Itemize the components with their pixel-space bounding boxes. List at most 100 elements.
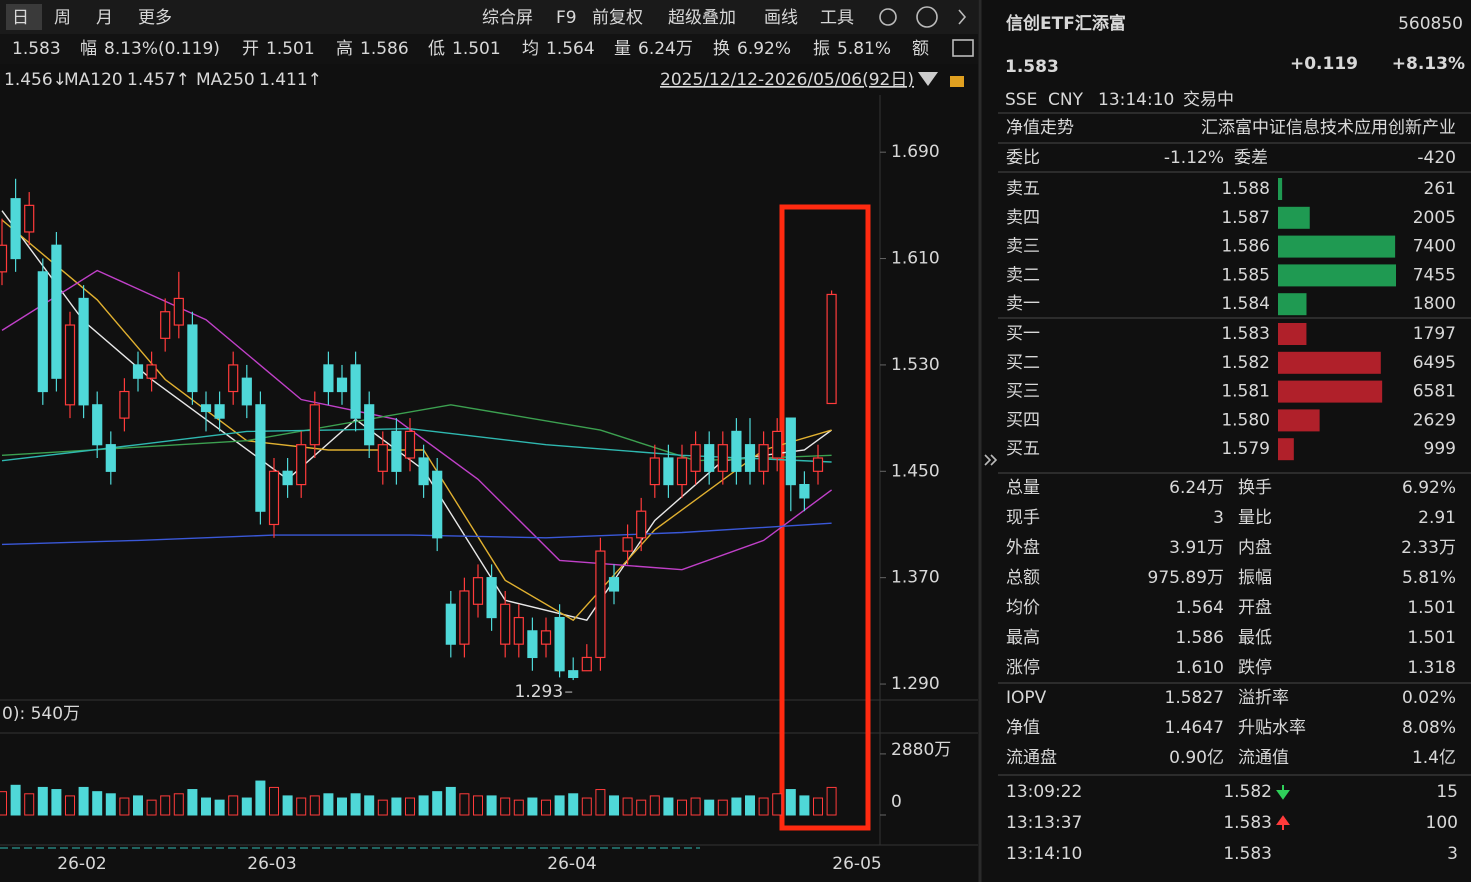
volume-bar — [377, 799, 388, 816]
lock-icon[interactable] — [950, 76, 964, 87]
volume-bar — [690, 797, 701, 816]
volume-bar — [282, 795, 293, 816]
tool-button[interactable]: F9 — [556, 8, 577, 28]
candle-body — [309, 404, 320, 446]
book-price: 1.581 — [1221, 382, 1270, 402]
volume-bar — [78, 786, 89, 816]
book-volume: 6581 — [1413, 382, 1456, 402]
volume-bar — [826, 786, 837, 816]
book-volume: 2005 — [1413, 208, 1456, 228]
expand-icon[interactable] — [958, 9, 967, 25]
candle-body — [377, 444, 388, 472]
candle-body — [146, 364, 157, 379]
info-value: 1.501 — [452, 39, 501, 59]
trade-time: 13:09:22 — [1006, 782, 1082, 802]
stat-value: 1.610 — [1175, 658, 1224, 678]
volume-bar — [677, 799, 687, 816]
ratio-value: -1.12% — [1164, 148, 1224, 168]
volume-bar — [772, 793, 783, 816]
dropdown-icon[interactable] — [918, 72, 938, 86]
nav-tab[interactable]: 净值走势 — [1006, 118, 1074, 138]
stat-label: 开盘 — [1238, 598, 1272, 618]
volume-bar — [160, 795, 171, 816]
ma-line — [1, 269, 833, 571]
volume-bar — [513, 799, 524, 816]
candle-body — [37, 271, 48, 393]
toolbar-icons[interactable] — [879, 6, 998, 466]
book-price: 1.585 — [1221, 265, 1270, 285]
price-change-pct: +8.13% — [1392, 54, 1465, 74]
tool-button[interactable]: 工具 — [820, 8, 854, 28]
volume-bar — [405, 797, 415, 816]
tool-button[interactable]: 前复权 — [592, 8, 643, 28]
tool-button[interactable]: 超级叠加 — [668, 8, 736, 28]
info-label: 量 — [614, 39, 631, 59]
volume-bar — [173, 793, 184, 816]
stat-value: 1.4亿 — [1412, 748, 1456, 768]
book-label: 买五 — [1006, 439, 1040, 459]
volume-bar — [758, 797, 769, 816]
period-tab[interactable]: 日 — [12, 8, 29, 28]
stat-value: 1.501 — [1407, 628, 1456, 648]
ratio-label: 委比 — [1006, 148, 1040, 168]
trade-price: 1.583 — [1223, 844, 1272, 864]
candle-body — [160, 311, 171, 339]
volume-bar — [622, 797, 633, 816]
x-tick-label: 26-05 — [832, 854, 881, 874]
volume-bar — [10, 784, 21, 816]
volume-bar — [0, 791, 7, 816]
period-tab[interactable]: 更多 — [138, 8, 172, 28]
stat-value: 1.586 — [1175, 628, 1224, 648]
book-price: 1.588 — [1221, 179, 1270, 199]
book-bar — [1278, 323, 1307, 345]
candle-body — [826, 293, 837, 405]
info-label: 低 — [428, 39, 445, 59]
candle-body — [404, 430, 416, 459]
stat-label: 净值 — [1006, 718, 1040, 738]
tool-button[interactable]: 综合屏 — [482, 8, 533, 28]
help-icon[interactable] — [916, 6, 938, 28]
candle-body — [132, 364, 144, 379]
candle-body — [255, 404, 266, 512]
stat-value: 6.24万 — [1169, 478, 1224, 498]
period-tab[interactable]: 周 — [54, 8, 71, 28]
book-bar — [1278, 178, 1283, 200]
stat-value: 1.4647 — [1165, 718, 1224, 738]
book-bar — [1278, 409, 1320, 432]
stat-value: 0.02% — [1402, 688, 1456, 708]
book-label: 卖五 — [1006, 179, 1040, 199]
info-value: 1.501 — [266, 39, 315, 59]
volume-bar — [146, 799, 157, 816]
volume-label: 0): 540万 — [2, 704, 80, 724]
period-tab-active[interactable] — [6, 4, 42, 30]
stat-value: 5.81% — [1402, 568, 1456, 588]
candle-body — [527, 630, 538, 659]
volume-bar — [717, 799, 728, 816]
stat-label: 现手 — [1006, 508, 1040, 528]
collapse-icon[interactable] — [984, 454, 998, 466]
book-label: 买一 — [1006, 324, 1040, 344]
book-bar — [1278, 235, 1396, 258]
date-range[interactable]: 2025/12/12-2026/05/06(92日) — [660, 70, 914, 90]
settings-icon[interactable] — [879, 8, 897, 26]
volume-tick-label: 2880万 — [891, 740, 951, 760]
volume-bar — [391, 797, 402, 816]
volume-tick-label: 0 — [891, 792, 902, 812]
stat-label: 流通盘 — [1006, 748, 1057, 768]
tool-button[interactable]: 画线 — [764, 8, 798, 28]
stat-label: 换手 — [1238, 478, 1272, 498]
book-volume: 1800 — [1413, 294, 1456, 314]
volume-bar — [350, 793, 361, 816]
x-tick-label: 26-04 — [547, 854, 596, 874]
period-tab[interactable]: 月 — [96, 8, 113, 28]
volume-bar — [541, 799, 551, 816]
info-label: 高 — [336, 39, 353, 59]
price-change: +0.119 — [1290, 54, 1358, 74]
candle-body — [24, 204, 35, 233]
wp-icon[interactable] — [952, 39, 974, 57]
candle-body — [173, 297, 184, 326]
low-label: 1.293 — [515, 682, 564, 702]
info-label: 振 — [813, 39, 830, 59]
candle-body — [608, 577, 620, 592]
